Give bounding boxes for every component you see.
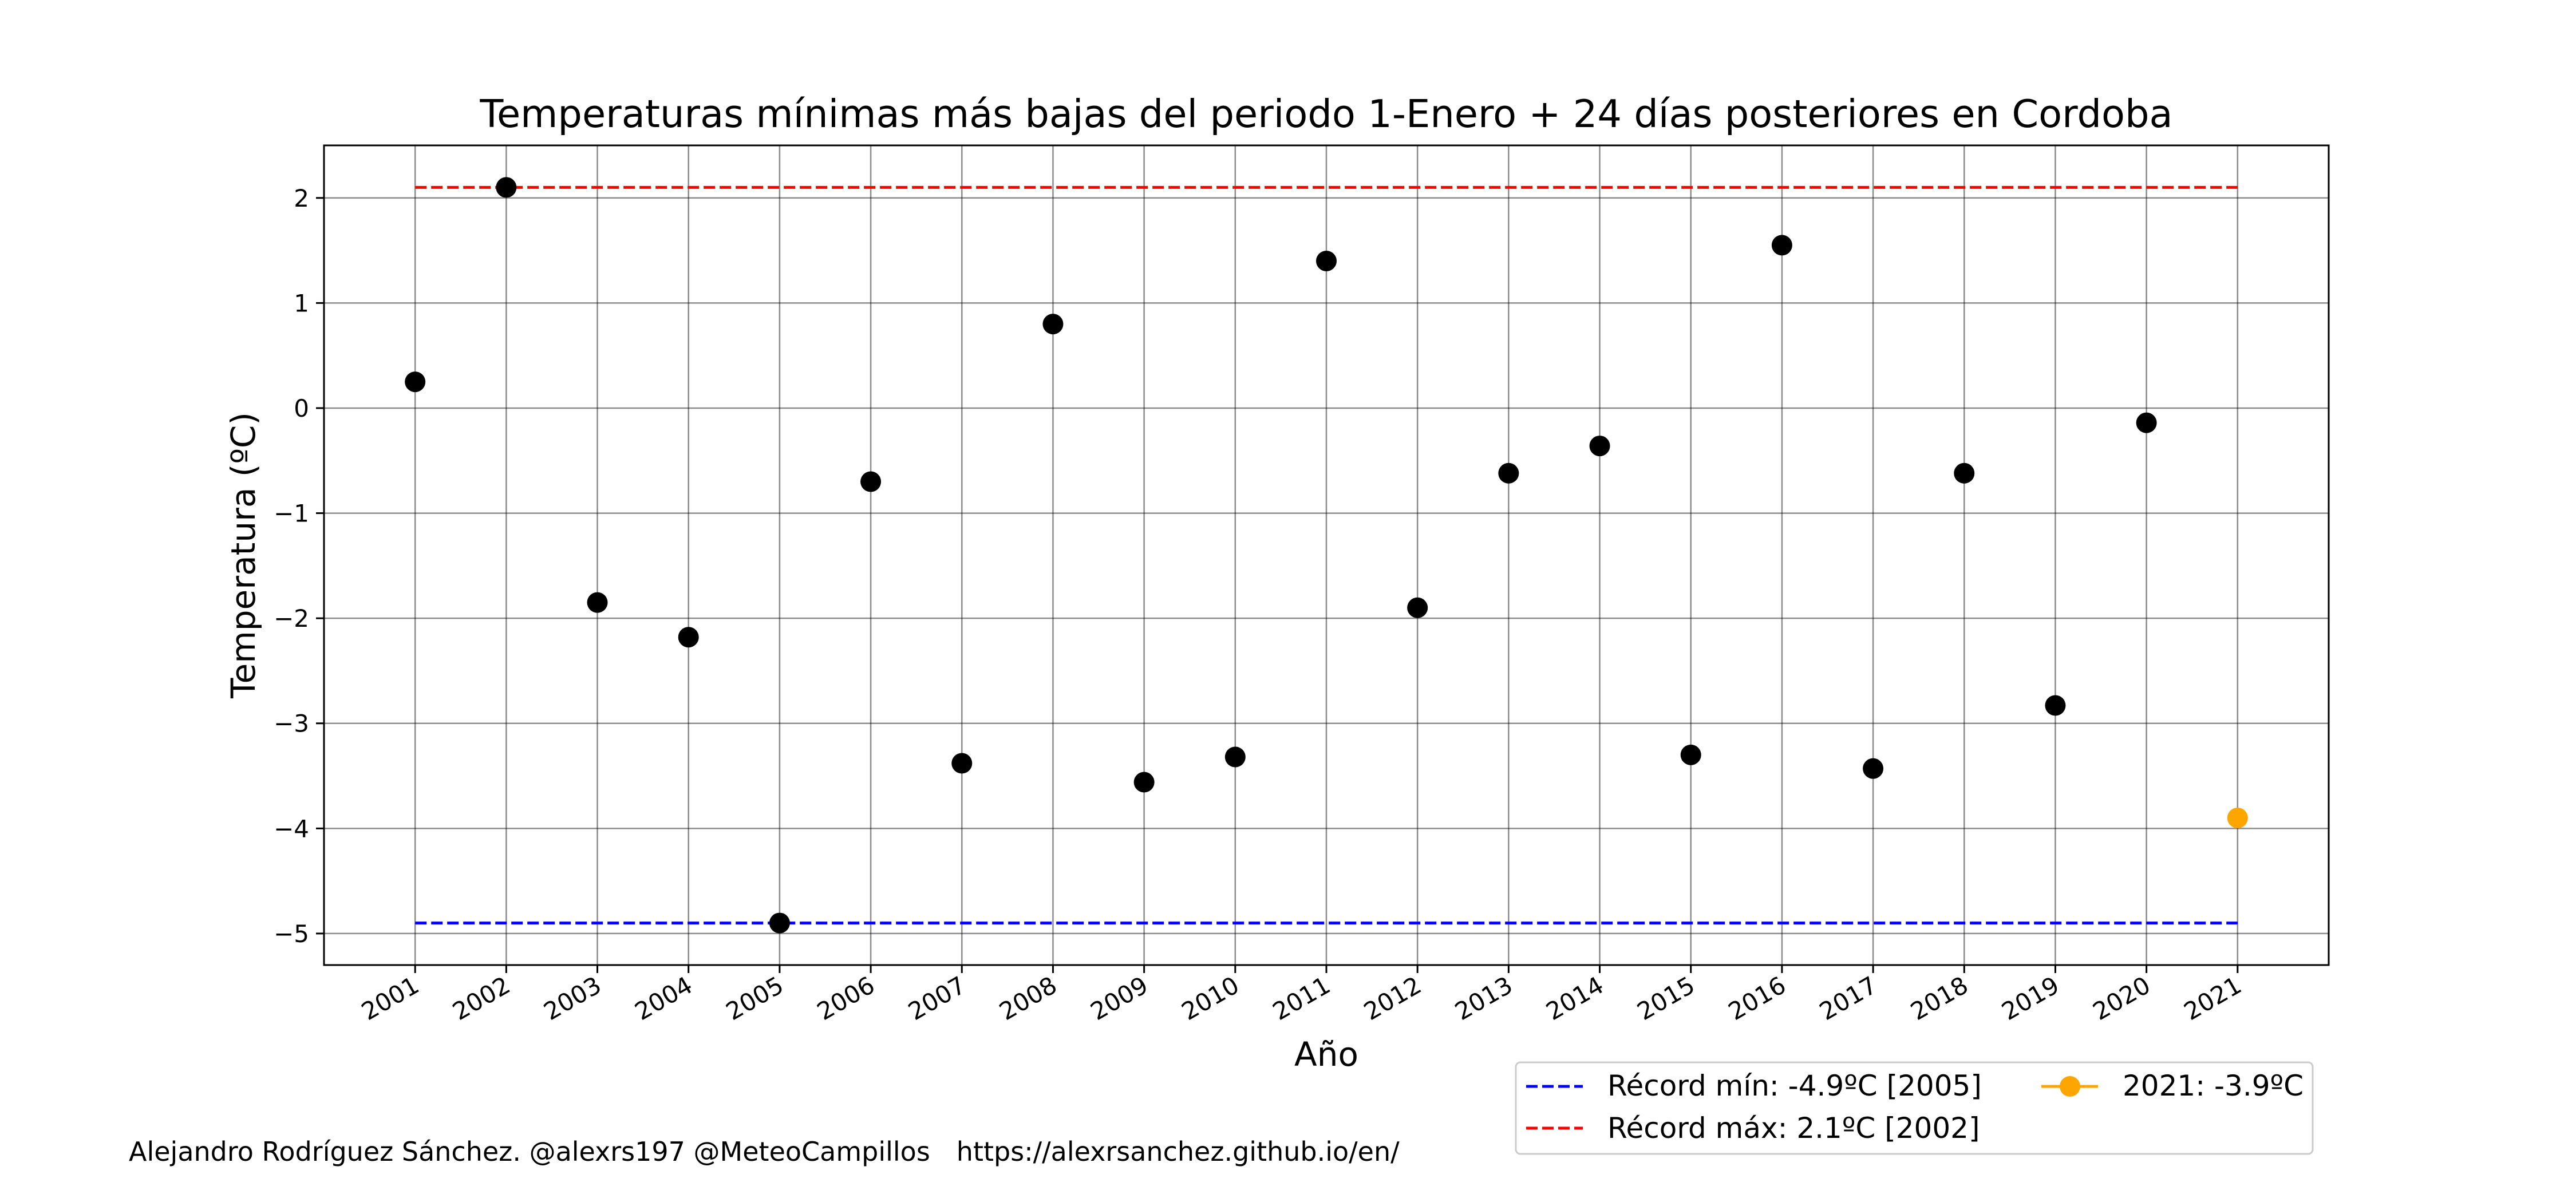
legend-label-record-max: Récord máx: 2.1ºC [2002]: [1607, 1112, 1980, 1145]
x-tick-label: 2012: [1359, 971, 1426, 1026]
data-point-2021: [2227, 807, 2248, 828]
data-point: [496, 177, 517, 198]
x-axis-label: Año: [1294, 1035, 1358, 1074]
data-point: [1863, 758, 1884, 779]
legend-swatch-2021-marker: [2060, 1076, 2080, 1097]
x-tick-label: 2007: [903, 971, 970, 1026]
x-tick-label: 2017: [1815, 971, 1882, 1026]
footer-credit: Alejandro Rodríguez Sánchez. @alexrs197 …: [129, 1136, 1400, 1167]
data-point: [587, 592, 608, 613]
data-point: [1316, 250, 1337, 271]
x-tick-label: 2002: [448, 971, 515, 1026]
x-tick-label: 2001: [357, 971, 424, 1026]
footer-author: Alejandro Rodríguez Sánchez. @alexrs197 …: [129, 1136, 930, 1167]
legend-box: [1515, 1061, 2314, 1155]
y-tick-label: 2: [294, 184, 309, 212]
x-tick-label: 2014: [1541, 971, 1608, 1026]
data-point: [1498, 462, 1519, 484]
data-points: [405, 177, 2248, 934]
y-tick-label: 0: [294, 394, 309, 422]
chart-title: Temperaturas mínimas más bajas del perio…: [479, 92, 2172, 136]
x-tick-label: 2006: [812, 971, 879, 1026]
x-tick-label: 2009: [1086, 971, 1153, 1026]
data-point: [678, 627, 699, 648]
x-tick-label: 2019: [1997, 971, 2064, 1026]
x-tick-label: 2013: [1450, 971, 1517, 1026]
x-tick-label: 2011: [1268, 971, 1335, 1026]
x-tick-label: 2005: [721, 971, 788, 1026]
x-tick-label: 2004: [630, 971, 697, 1026]
footer-url[interactable]: https://alexrsanchez.github.io/en/: [956, 1136, 1400, 1167]
data-point: [1042, 314, 1064, 335]
data-point: [1954, 462, 1975, 484]
grid: [324, 145, 2329, 965]
y-tick-label: −5: [274, 920, 309, 948]
data-point: [1680, 744, 1701, 765]
x-tick-label: 2021: [2179, 971, 2246, 1026]
legend: Récord mín: -4.9ºC [2005] Récord máx: 2.…: [1515, 1061, 2314, 1155]
data-point: [2136, 412, 2157, 433]
y-tick-label: 1: [294, 289, 309, 317]
data-point: [769, 912, 790, 934]
data-point: [405, 371, 426, 393]
y-axis-label: Temperatura (ºC): [224, 412, 263, 699]
legend-label-2021: 2021: -3.9ºC: [2123, 1069, 2304, 1102]
y-axis-ticks: 2 1 0 −1 −2 −3 −4 −5: [274, 184, 324, 948]
y-tick-label: −1: [274, 500, 309, 528]
y-tick-label: −3: [274, 710, 309, 738]
legend-label-record-min: Récord mín: -4.9ºC [2005]: [1607, 1069, 1982, 1102]
x-tick-label: 2020: [2088, 971, 2155, 1026]
x-tick-label: 2010: [1177, 971, 1244, 1026]
y-tick-label: −4: [274, 814, 309, 843]
x-tick-label: 2003: [539, 971, 606, 1026]
data-point: [951, 753, 973, 774]
x-tick-label: 2016: [1724, 971, 1791, 1026]
data-point: [860, 471, 882, 492]
data-point: [1589, 436, 1610, 457]
x-tick-label: 2018: [1906, 971, 1973, 1026]
data-point: [1771, 235, 1792, 256]
y-tick-label: −2: [274, 604, 309, 632]
x-axis-ticks: 2001 2002 2003 2004 2005 2006 2007 2008 2009 2010…: [357, 965, 2246, 1026]
data-point: [1133, 772, 1155, 793]
x-tick-label: 2008: [994, 971, 1061, 1026]
x-tick-label: 2015: [1633, 971, 1700, 1026]
data-point: [1407, 597, 1428, 618]
data-point: [1224, 746, 1246, 768]
data-point: [2045, 695, 2066, 716]
